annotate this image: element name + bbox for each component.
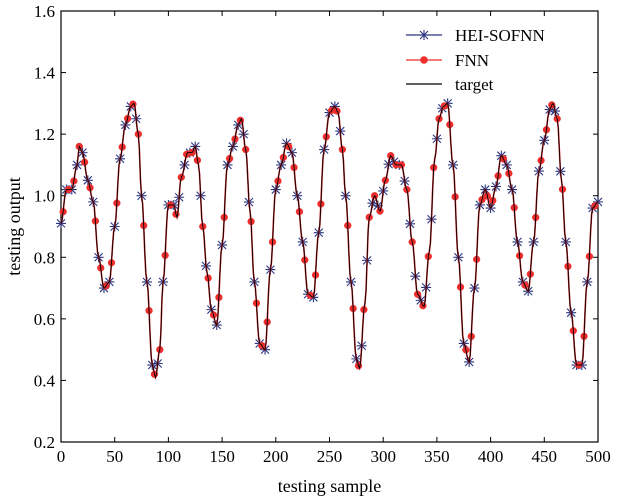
x-tick-label: 50 bbox=[106, 447, 123, 466]
y-tick-label: 1.2 bbox=[34, 125, 55, 144]
y-tick-label: 0.8 bbox=[34, 248, 55, 267]
series-line-target bbox=[60, 102, 599, 379]
y-tick-label: 0.6 bbox=[34, 310, 55, 329]
y-tick-label: 1.4 bbox=[34, 64, 56, 83]
y-tick-label: 0.2 bbox=[34, 433, 55, 452]
x-tick-label: 350 bbox=[424, 447, 450, 466]
legend-dot-icon bbox=[420, 56, 428, 64]
x-tick-label: 250 bbox=[317, 447, 343, 466]
hei-sofnn-point bbox=[56, 218, 66, 229]
x-axis-title: testing sample bbox=[278, 476, 381, 496]
y-axis-title: testing output bbox=[4, 177, 24, 276]
y-tick-label: 1.0 bbox=[34, 187, 55, 206]
x-tick-label: 150 bbox=[209, 447, 235, 466]
series-layer bbox=[56, 98, 603, 381]
y-tick-label: 1.6 bbox=[34, 2, 55, 21]
axis-ticks: 0 50 100 150 200 250 300 350 400 450 500 0.2 0.4 0.6 0… bbox=[34, 2, 611, 466]
legend-label-fnn: FNN bbox=[455, 51, 489, 70]
x-tick-label: 100 bbox=[156, 447, 182, 466]
y-tick-label: 0.4 bbox=[34, 371, 56, 390]
legend-label-target: target bbox=[455, 75, 494, 94]
x-tick-label: 400 bbox=[478, 447, 504, 466]
x-tick-label: 500 bbox=[585, 447, 611, 466]
legend: HEI-SOFNN FNN target bbox=[406, 26, 545, 94]
legend-marker-fnn bbox=[420, 56, 428, 64]
legend-asterisk-icon bbox=[419, 30, 429, 40]
x-tick-label: 200 bbox=[263, 447, 289, 466]
legend-label-hei-sofnn: HEI-SOFNN bbox=[455, 26, 545, 45]
x-tick-label: 0 bbox=[57, 447, 66, 466]
x-tick-label: 300 bbox=[370, 447, 396, 466]
plot-frame bbox=[60, 10, 599, 443]
x-tick-label: 450 bbox=[532, 447, 558, 466]
legend-marker-hei-sofnn bbox=[419, 30, 429, 40]
